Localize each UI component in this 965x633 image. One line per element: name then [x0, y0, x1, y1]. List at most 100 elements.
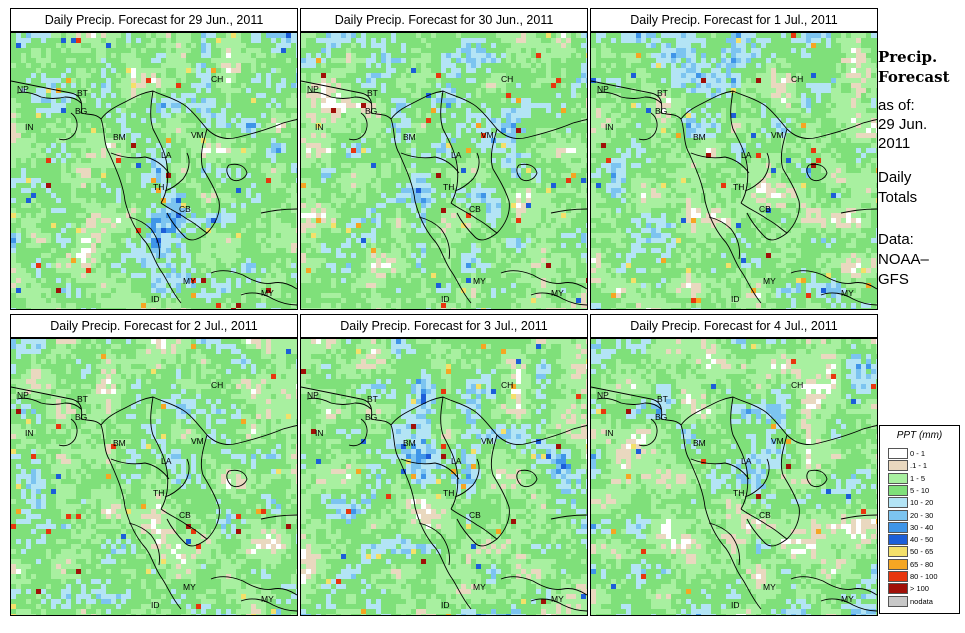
legend-item: nodata: [888, 595, 958, 607]
precip-grid: [11, 33, 297, 309]
precip-map: NP BT BG IN CH BM VM LA TH CB MY MY ID: [590, 338, 878, 616]
country-label: BM: [403, 438, 416, 448]
country-label: IN: [605, 428, 614, 438]
coastline-overlay: [301, 386, 587, 612]
legend-swatch: [888, 595, 908, 607]
forecast-panel: Daily Precip. Forecast for 29 Jun., 2011…: [10, 8, 298, 310]
precip-map: NP BT BG IN CH BM VM LA TH CB MY MY ID: [10, 338, 298, 616]
asof-date: 29 Jun.: [878, 116, 928, 133]
country-label: NP: [307, 390, 319, 400]
country-label: CH: [501, 74, 514, 84]
country-label: CH: [791, 74, 804, 84]
precip-map: NP BT BG IN CH BM VM LA TH CB MY MY ID: [590, 32, 878, 310]
country-label: TH: [443, 488, 455, 498]
legend-item: 30 - 40: [888, 521, 958, 533]
country-label: VM: [191, 130, 204, 140]
country-label: LA: [451, 150, 462, 160]
country-label: CB: [179, 510, 191, 520]
country-label: MY: [551, 594, 564, 604]
country-label: VM: [771, 130, 784, 140]
country-label: ID: [151, 294, 160, 304]
country-label: ID: [441, 294, 450, 304]
legend-swatch: [888, 534, 908, 546]
forecast-panel: Daily Precip. Forecast for 1 Jul., 2011 N…: [590, 8, 878, 310]
country-label: MY: [183, 276, 196, 286]
country-label: ID: [731, 600, 740, 610]
legend-swatch: [888, 484, 908, 496]
legend-label: nodata: [910, 596, 933, 606]
precip-grid: [591, 339, 877, 615]
country-label: NP: [307, 84, 319, 94]
precip-map: NP BT BG IN CH BM VM LA TH CB MY MY ID: [300, 338, 588, 616]
country-label: IN: [25, 122, 34, 132]
legend-swatch: [888, 472, 908, 484]
coastline-overlay: [11, 386, 297, 612]
country-label: LA: [161, 456, 172, 466]
country-label: CB: [179, 204, 191, 214]
precip-grid: [301, 339, 587, 615]
forecast-panel: Daily Precip. Forecast for 4 Jul., 2011 N…: [590, 314, 878, 616]
asof-label: as of:: [878, 97, 915, 114]
precip-legend: PPT (mm) 0 - 1 .1 - 1 1 - 5 5 - 10 10 - 20 20…: [879, 425, 960, 614]
legend-swatch: [888, 448, 908, 459]
country-label: TH: [153, 182, 165, 192]
legend-item: > 100: [888, 583, 958, 595]
legend-item: 40 - 50: [888, 534, 958, 546]
legend-label: 80 - 100: [910, 572, 938, 581]
country-label: LA: [161, 150, 172, 160]
country-label: TH: [733, 488, 745, 498]
country-label: LA: [451, 456, 462, 466]
country-label: CB: [759, 204, 771, 214]
country-label: BT: [657, 394, 668, 404]
country-label: MY: [841, 288, 854, 298]
country-label: BM: [403, 132, 416, 142]
country-label: CB: [759, 510, 771, 520]
country-label: MY: [841, 594, 854, 604]
legend-label: .1 - 1: [910, 461, 928, 471]
precip-grid: [11, 339, 297, 615]
country-label: BG: [75, 106, 88, 116]
country-label: BM: [693, 132, 706, 142]
panel-title: Daily Precip. Forecast for 1 Jul., 2011: [590, 8, 878, 32]
country-label: NP: [597, 84, 609, 94]
totals-label: Totals: [878, 189, 918, 206]
legend-item: 80 - 100: [888, 571, 958, 582]
country-label: IN: [605, 122, 614, 132]
data-label: Data:: [878, 231, 914, 248]
forecast-panel: Daily Precip. Forecast for 30 Jun., 2011…: [300, 8, 588, 310]
country-label: BG: [365, 412, 378, 422]
sidebar-title-2: Forecast: [878, 68, 950, 86]
country-label: TH: [153, 488, 165, 498]
country-label: LA: [741, 456, 752, 466]
legend-item: 0 - 1: [888, 448, 958, 459]
country-label: CH: [791, 380, 804, 390]
legend-label: 10 - 20: [910, 498, 934, 508]
country-label: MY: [473, 276, 486, 286]
panel-title: Daily Precip. Forecast for 2 Jul., 2011: [10, 314, 298, 338]
legend-swatch: [888, 571, 908, 582]
country-label: BG: [75, 412, 88, 422]
country-label: MY: [763, 582, 776, 592]
country-label: ID: [151, 600, 160, 610]
legend-swatch: [888, 521, 908, 533]
legend-label: 40 - 50: [910, 535, 934, 545]
country-label: BT: [367, 394, 378, 404]
legend-label: 20 - 30: [910, 510, 934, 520]
country-label: TH: [733, 182, 745, 192]
legend-item: 20 - 30: [888, 509, 958, 521]
legend-swatch: [888, 497, 908, 509]
legend-label: > 100: [910, 584, 929, 594]
legend-item: 1 - 5: [888, 472, 958, 484]
country-label: NP: [17, 390, 29, 400]
country-label: BG: [655, 106, 668, 116]
panel-title: Daily Precip. Forecast for 4 Jul., 2011: [590, 314, 878, 338]
forecast-panel: Daily Precip. Forecast for 2 Jul., 2011 N…: [10, 314, 298, 616]
country-label: BT: [657, 88, 668, 98]
country-label: VM: [481, 130, 494, 140]
country-label: CH: [211, 380, 224, 390]
daily-label: Daily: [878, 169, 912, 186]
legend-label: 30 - 40: [910, 522, 934, 532]
panel-title: Daily Precip. Forecast for 3 Jul., 2011: [300, 314, 588, 338]
legend-item: 5 - 10: [888, 484, 958, 496]
country-label: MY: [763, 276, 776, 286]
